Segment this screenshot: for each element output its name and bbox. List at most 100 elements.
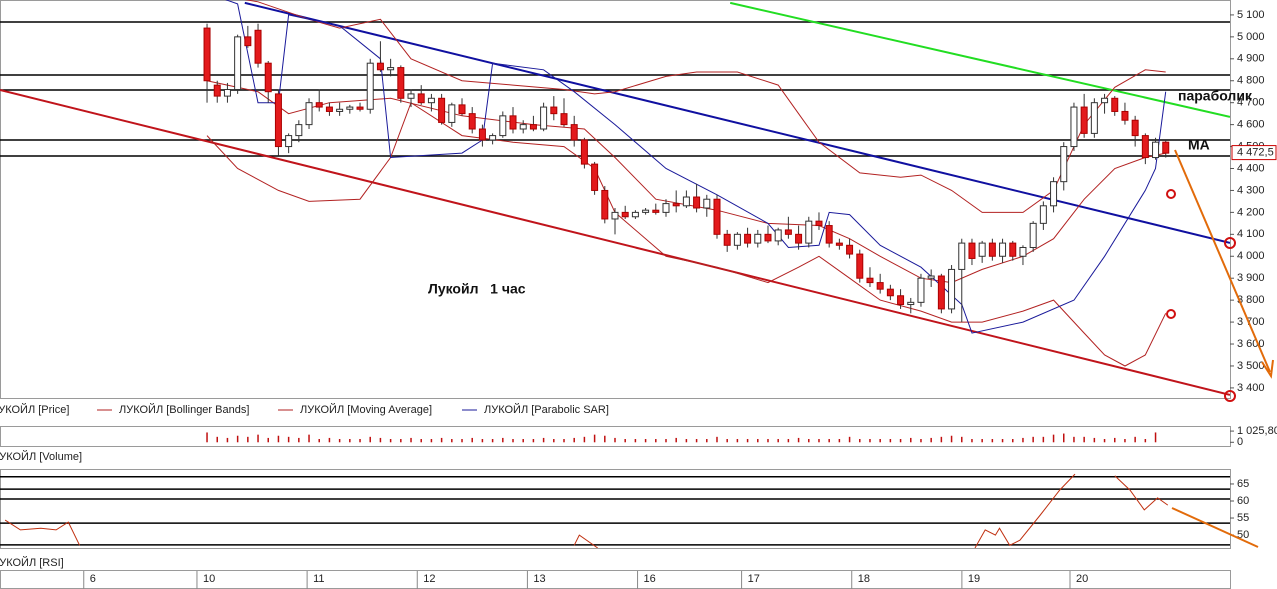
candle-body <box>580 139 588 165</box>
candle-body <box>927 275 935 279</box>
candle-body <box>489 135 497 141</box>
volume-bar <box>1052 434 1055 443</box>
x-tick-label: 13 <box>533 573 545 585</box>
candle-body <box>795 233 803 244</box>
volume-bar <box>665 439 667 443</box>
candle-body <box>540 106 548 130</box>
volume-bar <box>767 439 769 443</box>
x-tick-label: 12 <box>423 573 435 585</box>
candle-body <box>346 106 354 110</box>
volume-bar <box>736 439 739 443</box>
volume-bar <box>1022 437 1024 443</box>
volume-bar <box>920 439 922 443</box>
candle-body <box>438 97 446 123</box>
candle-body <box>285 135 293 148</box>
x-tick-label: 10 <box>203 573 215 585</box>
volume-bar <box>410 437 412 443</box>
candle-body <box>550 106 558 115</box>
candle-body <box>846 244 854 255</box>
volume-bar <box>828 439 830 443</box>
volume-bar <box>318 439 320 443</box>
volume-bar <box>563 439 565 443</box>
volume-bar <box>981 439 983 443</box>
volume-bar <box>583 436 586 443</box>
candle-body <box>356 106 364 110</box>
volume-bar <box>634 439 637 443</box>
volume-bar <box>389 439 392 443</box>
volume-bar <box>267 437 269 443</box>
volume-bar <box>1032 436 1034 443</box>
legend-entry: ЛУКОЙЛ [Parabolic SAR] <box>484 403 609 416</box>
legend-entry: ЛУКОЙЛ [RSI] <box>0 556 64 569</box>
legend-entry: ЛУКОЙЛ [Price] <box>0 403 69 416</box>
y-tick-label: 4 000 <box>1237 250 1265 262</box>
candle-body <box>631 211 639 218</box>
candle-body <box>274 93 282 148</box>
rsi-plot <box>0 473 1230 548</box>
candle-body <box>1060 146 1068 183</box>
trend-line <box>729 1 1230 118</box>
candle-body <box>417 93 425 104</box>
volume-bar <box>461 439 463 443</box>
volume-bar <box>328 437 331 443</box>
candle-body <box>1070 106 1078 148</box>
candle-body <box>448 104 456 123</box>
volume-bar <box>1001 439 1004 443</box>
candle-body <box>295 124 303 137</box>
candle-body <box>315 102 323 108</box>
volume-bar <box>889 439 892 443</box>
candle-body <box>642 209 650 213</box>
y-tick-label: 4 100 <box>1237 228 1265 240</box>
marker-circle <box>1166 189 1176 199</box>
candle-body <box>407 93 415 99</box>
rsi-line <box>1114 475 1169 511</box>
volume-bar <box>1124 439 1126 443</box>
candle-body <box>968 242 976 259</box>
volume-bar <box>359 439 361 443</box>
rsi-line <box>974 473 1076 548</box>
candle-body <box>601 189 609 220</box>
volume-bar <box>379 437 382 443</box>
candle-body <box>1029 222 1037 248</box>
volume-bar <box>502 437 504 443</box>
x-tick-label: 17 <box>748 573 760 585</box>
candle-body <box>754 233 762 244</box>
candle-body <box>1141 135 1149 159</box>
annotation: MA <box>1188 137 1210 153</box>
legend-entry: ЛУКОЙЛ [Volume] <box>0 450 82 463</box>
candle-body <box>897 295 905 306</box>
rsi-panel <box>0 469 1231 549</box>
candle-body <box>652 209 660 213</box>
volume-bar <box>695 439 698 443</box>
candle-body <box>591 163 599 191</box>
candle-body <box>1162 141 1170 154</box>
annotation: параболик <box>1178 88 1253 104</box>
volume-bar <box>430 439 433 443</box>
indicator-line <box>244 0 1166 213</box>
volume-bar <box>879 439 881 443</box>
volume-bar <box>1042 436 1045 443</box>
legend-entry: ЛУКОЙЛ [Bollinger Bands] <box>119 403 249 416</box>
volume-bar <box>573 437 575 443</box>
candle-body <box>693 196 701 209</box>
volume-bar <box>522 439 524 443</box>
candle-body <box>1090 102 1098 134</box>
volume-bar <box>604 435 606 443</box>
volume-bar <box>257 434 259 443</box>
candle-body <box>458 104 466 115</box>
arrow <box>1174 149 1271 373</box>
y-tick-label: 3 500 <box>1237 360 1265 372</box>
candle-body <box>213 84 221 97</box>
candle-body <box>948 268 956 310</box>
y-tick-label: 4 200 <box>1237 206 1265 218</box>
volume-bar <box>440 437 443 443</box>
volume-bar <box>746 439 749 443</box>
volume-plot <box>206 432 1157 443</box>
volume-bar <box>787 439 790 443</box>
candle-body <box>917 277 925 303</box>
volume-bar <box>471 437 473 443</box>
volume-bar <box>930 437 932 443</box>
y-tick-label: 1 025,80 <box>1237 425 1277 437</box>
candle-body <box>264 62 272 93</box>
